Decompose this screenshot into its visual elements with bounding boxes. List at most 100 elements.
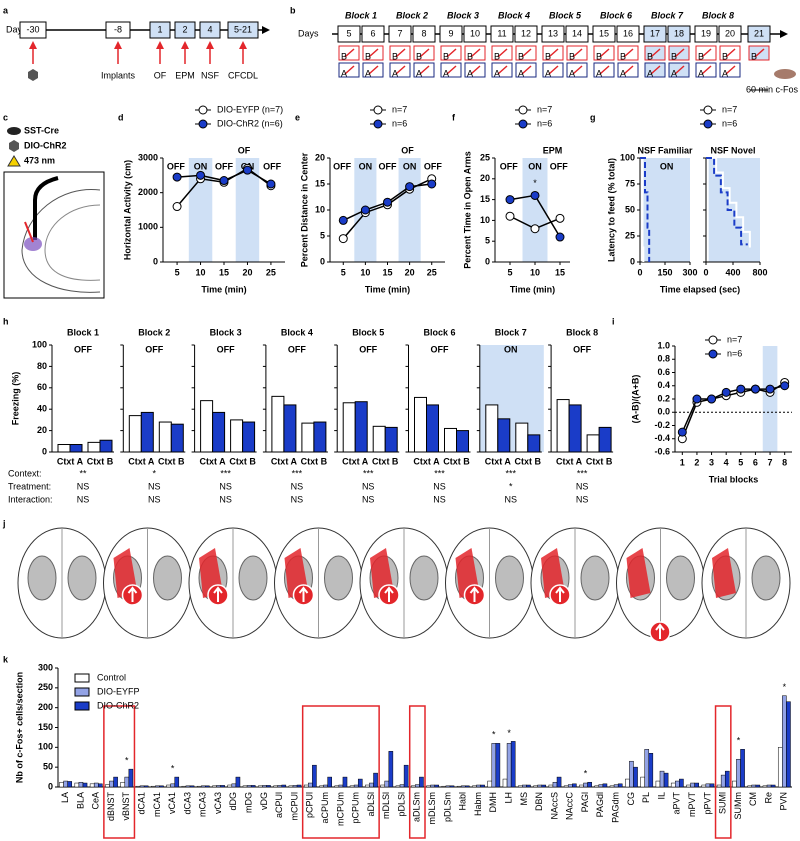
shock-icon [754,48,765,58]
shock-icon [599,48,610,58]
y-tick-label: 0 [485,256,490,266]
day-box [667,25,691,43]
day-label: 14 [572,28,582,38]
annotation: * [171,763,175,773]
bar [770,784,776,788]
data-point [721,387,731,397]
y-tick-label: 100 [620,152,635,162]
data-point [750,384,760,394]
day-label: 11 [497,28,506,38]
bar [403,764,409,788]
stat-value: *** [506,468,517,478]
bar [655,780,661,788]
y-tick-label: -0.2 [654,420,670,430]
bar [444,427,457,453]
subplot-title: NSF Familiar [637,145,693,155]
context-letter: B [647,51,653,61]
shock-icon [368,65,379,75]
x-axis-label: Time (min) [510,284,555,294]
legend-swatch [74,701,90,711]
y-axis-label: Percent Time in Open Arms [462,151,472,269]
bar [231,783,237,788]
phase-label: OFF [424,161,442,171]
x-tick-label: 5 [507,267,512,277]
bar [338,784,344,788]
x-tick-label: pPVT [702,792,712,815]
bar [151,785,156,788]
x-tick-label: 800 [752,267,767,277]
y-tick-label: 20 [480,173,490,183]
y-tick-label: 0 [42,446,47,456]
stimulated-region [712,548,736,598]
x-tick-label: PVN [779,792,789,811]
bar [518,785,523,788]
annotation: * [125,756,129,766]
arrow-head [239,41,247,49]
legend-label: n=6 [727,348,742,358]
data-point [555,213,565,223]
block-label: Block 5 [549,10,582,20]
annotation: * [737,736,741,746]
block-label: Block 3 [447,10,479,20]
phase-label: OFF [74,344,92,354]
day-label: 16 [623,28,633,38]
shock-icon [623,48,634,58]
bar [465,785,470,788]
bar [105,784,110,788]
data-point [360,205,370,215]
bar [143,785,149,788]
bar [625,778,630,788]
shock-icon [497,65,508,75]
brain-outline [44,204,101,281]
bar [369,782,374,788]
x-tick-label: vCA1 [167,792,177,814]
block-label: Block 8 [702,10,734,20]
bar [613,784,619,788]
legend-label: DIO-ChR2 (n=6) [217,118,283,128]
stat-label: Interaction: [8,494,53,504]
day-label: 7 [397,28,402,38]
y-tick-label: 200 [38,702,53,712]
day-label: -8 [114,24,122,34]
bar [212,785,217,788]
highlight-box [103,705,136,839]
fiber-arrow [469,586,480,602]
day-box [718,25,742,43]
annotation: * [507,728,511,738]
legend-label: n=6 [392,118,407,128]
shock-icon [701,48,712,58]
bar [552,781,558,788]
x-tick-label: 0 [637,267,642,277]
shock-icon [521,65,532,75]
fiber-arrow [655,623,665,639]
bar [541,784,547,788]
day-box [463,25,487,43]
bar [740,749,745,788]
arrow-head [262,26,270,34]
bar [556,399,570,453]
x-tick-label: 20 [405,267,415,277]
phase-label: OFF [500,161,518,171]
fiber-arrow [555,586,565,602]
panel-label: d [118,112,124,122]
bar [441,785,447,788]
stat-value: NS [291,494,304,504]
legend-label: n=7 [537,104,552,114]
annotation: * [783,682,787,692]
context-letter: B [596,51,602,61]
structure [27,555,57,601]
stat-value: NS [291,481,304,491]
stat-value: *** [363,468,374,478]
bar [292,785,298,788]
data-point [172,172,182,182]
x-tick-label: PL [641,792,651,803]
shock-icon [446,48,457,58]
bar [751,784,757,788]
legend-marker [518,119,528,129]
bar [181,785,187,788]
y-tick-label: 0 [320,256,325,266]
brain-frame [3,171,105,299]
phase-label: OFF [550,161,568,171]
phase-label: ON [194,161,208,171]
bar [170,423,184,453]
